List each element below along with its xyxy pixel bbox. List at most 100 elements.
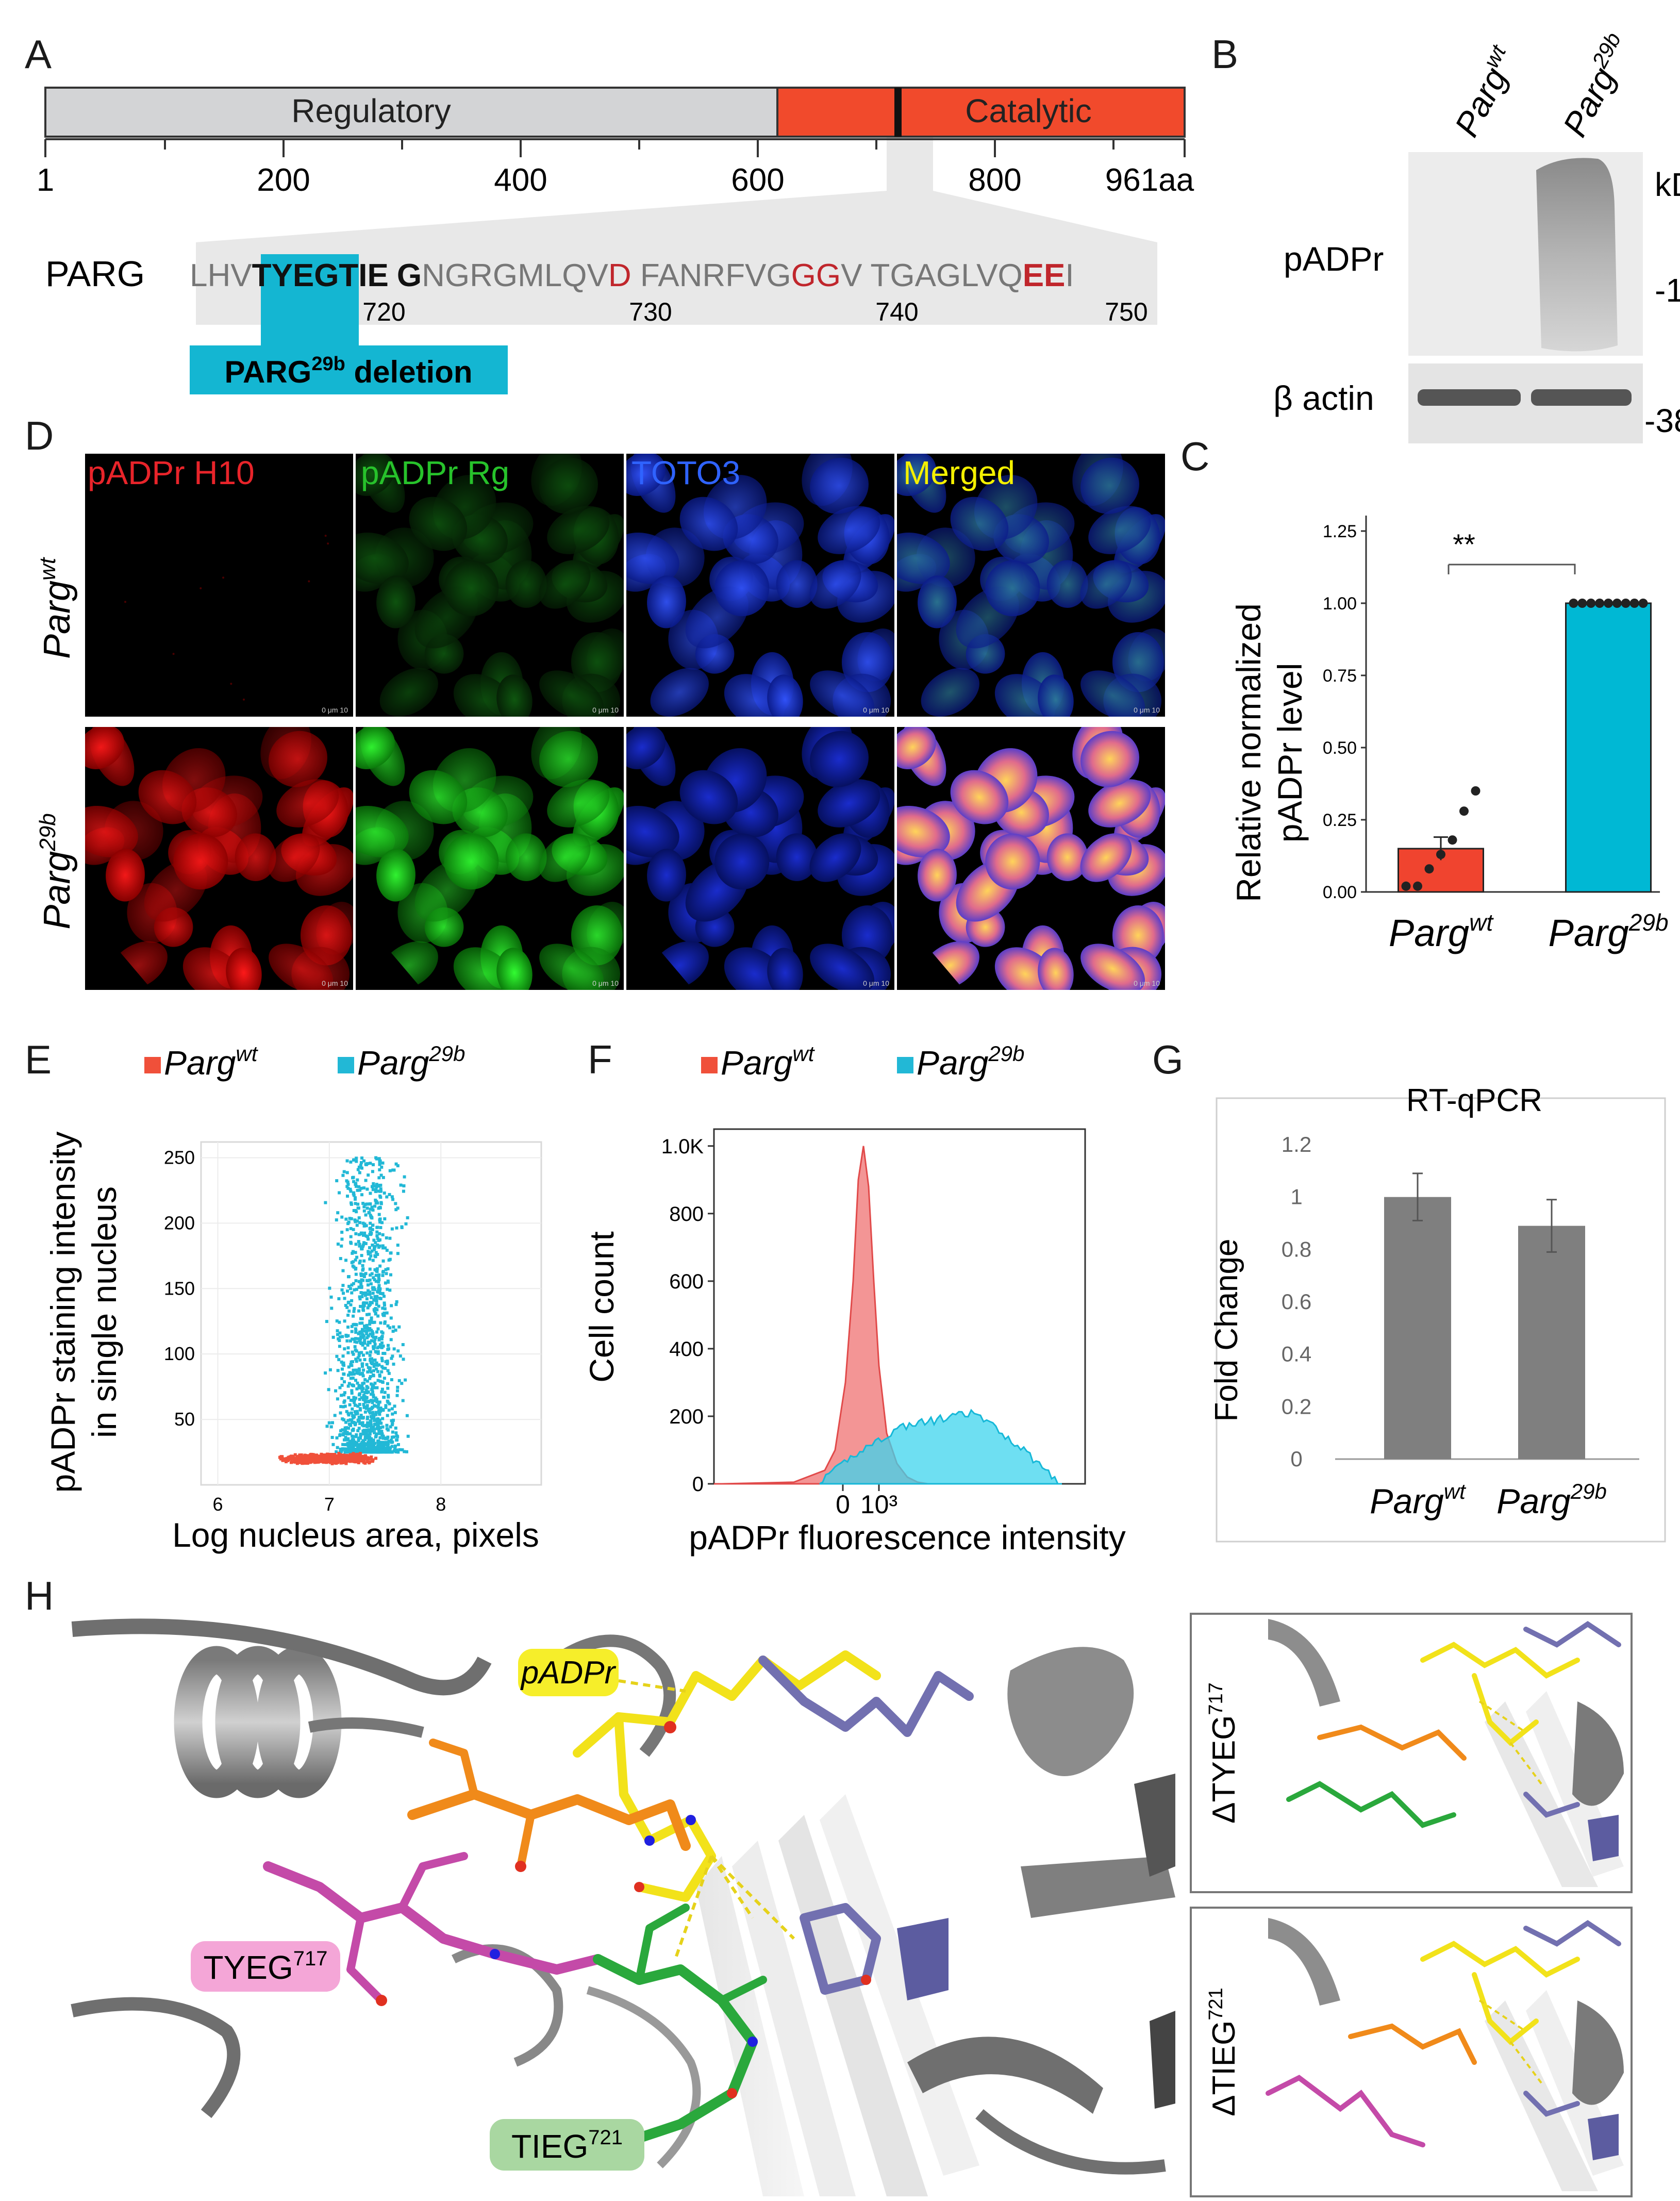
panel-label-e: E <box>25 1037 52 1082</box>
d-scalebar: 0 μm 10 <box>592 706 619 714</box>
e-point-29b <box>377 1439 380 1443</box>
e-point-29b <box>345 1305 349 1309</box>
e-point-29b <box>340 1288 344 1292</box>
g-title: RT-qPCR <box>1406 1083 1542 1118</box>
e-point-29b <box>362 1402 365 1406</box>
e-point-29b <box>370 1426 373 1429</box>
e-point-29b <box>357 1165 361 1169</box>
e-point-29b <box>378 1287 382 1290</box>
d-nucleus <box>539 457 598 514</box>
e-point-29b <box>378 1264 382 1268</box>
panel-b-western: Pargwt Parg29b kDa -102 -38 pADPr β acti… <box>1273 28 1680 443</box>
e-point-29b <box>344 1333 348 1337</box>
d-nucleus <box>409 770 468 824</box>
h-inset1-label: ΔTYEG717 <box>1205 1682 1242 1824</box>
e-point-29b <box>366 1415 370 1419</box>
e-point-29b <box>360 1389 364 1393</box>
e-point-29b <box>349 1160 353 1164</box>
e-point-29b <box>364 1388 368 1392</box>
e-point-29b <box>347 1382 351 1385</box>
e-point-29b <box>363 1338 367 1342</box>
e-point-29b <box>363 1391 367 1394</box>
panel-label-c: C <box>1180 434 1210 479</box>
e-point-29b <box>368 1341 371 1345</box>
e-point-29b <box>352 1444 355 1448</box>
e-point-29b <box>392 1325 395 1329</box>
e-point-wt <box>338 1454 342 1458</box>
e-point-29b <box>363 1410 367 1414</box>
e-point-wt <box>298 1459 302 1462</box>
e-point-29b <box>372 1345 375 1349</box>
e-point-29b <box>350 1291 354 1295</box>
e-point-29b <box>403 1450 406 1453</box>
e-point-wt <box>330 1460 334 1463</box>
e-point-29b <box>355 1223 359 1227</box>
e-point-29b <box>341 1405 345 1409</box>
e-point-29b <box>325 1320 328 1323</box>
e-point-29b <box>388 1326 392 1330</box>
e-point-29b <box>363 1222 367 1226</box>
e-point-29b <box>400 1225 404 1229</box>
panel-d-row-labels: Pargwt Parg29b <box>35 557 78 930</box>
e-point-29b <box>361 1371 364 1375</box>
e-point-29b <box>370 1272 374 1276</box>
e-point-29b <box>360 1166 363 1170</box>
g-bar <box>1384 1197 1451 1459</box>
e-point-29b <box>329 1295 333 1299</box>
e-point-wt <box>279 1455 283 1459</box>
e-point-29b <box>359 1304 362 1308</box>
e-point-29b <box>378 1408 382 1411</box>
e-point-29b <box>353 1410 357 1414</box>
e-point-29b <box>344 1304 347 1308</box>
e-point-29b <box>371 1286 374 1289</box>
e-point-29b <box>360 1384 364 1388</box>
e-point-29b <box>369 1393 373 1396</box>
e-point-29b <box>377 1206 380 1210</box>
e-point-29b <box>362 1259 366 1263</box>
e-point-29b <box>374 1396 377 1400</box>
d-nucleus <box>679 497 738 551</box>
e-point-29b <box>349 1398 353 1402</box>
e-point-29b <box>386 1446 390 1449</box>
e-point-29b <box>390 1419 393 1422</box>
e-point-29b <box>351 1414 355 1417</box>
e-point-29b <box>369 1302 372 1306</box>
e-point-29b <box>387 1439 391 1443</box>
e-point-29b <box>354 1412 358 1416</box>
e-point-29b <box>365 1332 369 1335</box>
e-point-29b <box>356 1446 359 1449</box>
e-point-29b <box>384 1405 388 1409</box>
e-point-29b <box>362 1424 365 1428</box>
e-point-29b <box>352 1180 356 1183</box>
c-point <box>1638 599 1648 608</box>
c-point <box>1436 850 1445 859</box>
e-point-29b <box>375 1234 379 1237</box>
e-point-wt <box>320 1452 323 1456</box>
e-point-29b <box>338 1433 342 1436</box>
e-point-29b <box>359 1414 363 1417</box>
e-point-29b <box>341 1284 345 1287</box>
e-point-29b <box>380 1433 384 1436</box>
e-point-29b <box>357 1309 361 1313</box>
e-point-29b <box>353 1307 356 1311</box>
e-point-29b <box>396 1450 400 1453</box>
e-point-29b <box>362 1309 365 1312</box>
e-point-29b <box>380 1430 384 1433</box>
e-point-29b <box>393 1447 397 1450</box>
channel-toto3: TOTO3 <box>631 454 741 491</box>
panel-label-f: F <box>588 1037 612 1082</box>
e-point-29b <box>376 1350 380 1353</box>
c-ylabel-1: Relative normalized <box>1229 603 1268 902</box>
e-point-29b <box>386 1348 390 1351</box>
e-point-29b <box>358 1416 362 1419</box>
e-point-wt <box>371 1458 375 1462</box>
e-point-29b <box>369 1423 373 1427</box>
e-point-29b <box>371 1332 375 1335</box>
e-point-29b <box>397 1325 401 1329</box>
e-ylabel-2: in single nucleus <box>85 1186 123 1438</box>
e-point-29b <box>370 1362 374 1366</box>
e-point-29b <box>351 1376 355 1380</box>
e-point-29b <box>354 1358 358 1361</box>
e-point-29b <box>360 1328 364 1331</box>
pos-750: 750 <box>1105 297 1147 326</box>
